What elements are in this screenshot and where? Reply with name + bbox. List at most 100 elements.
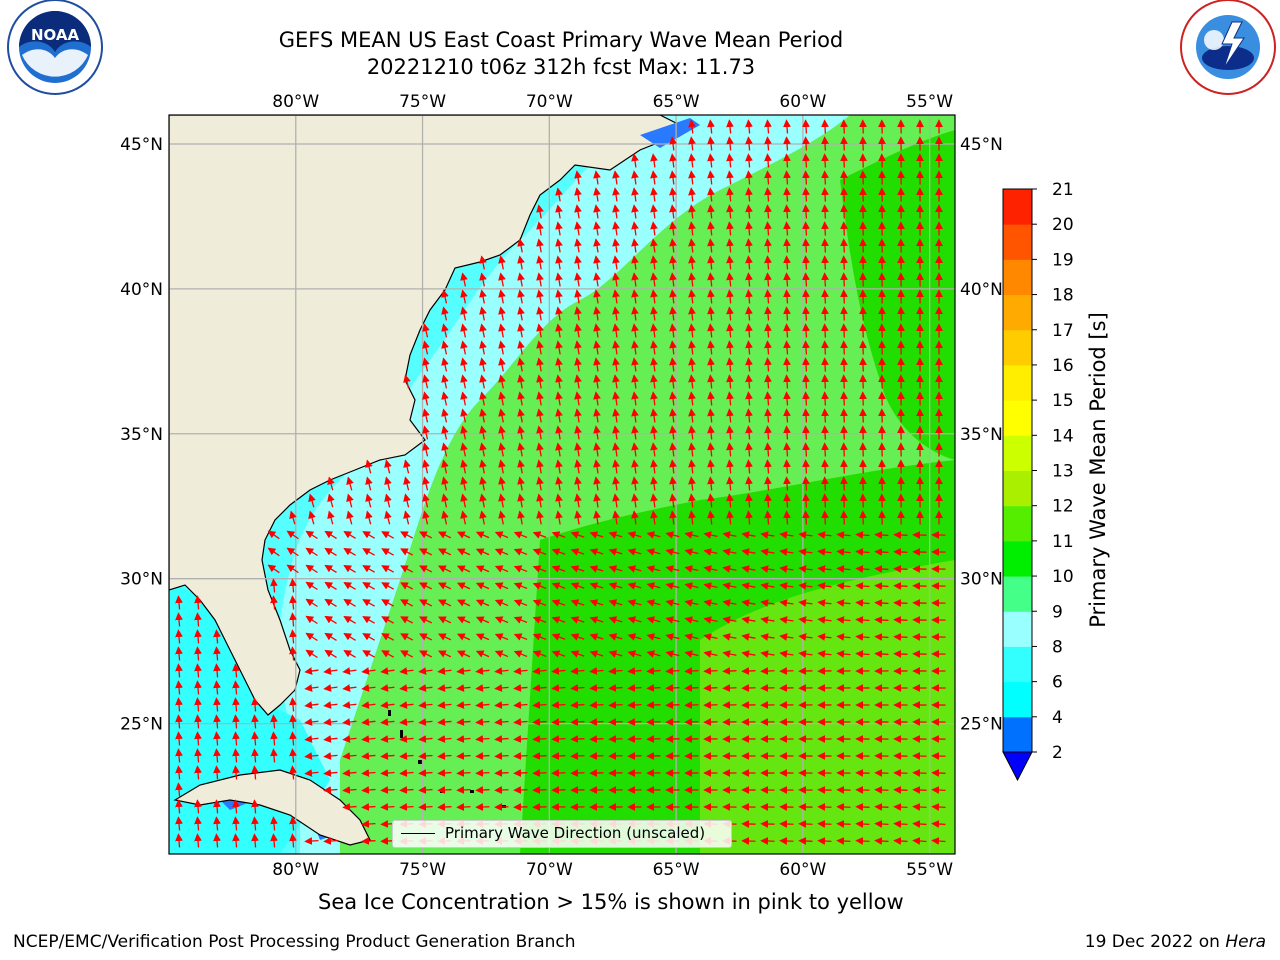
wave-arrow <box>779 616 794 624</box>
wave-arrow <box>593 170 601 185</box>
wave-arrow <box>304 752 319 760</box>
wave-arrow <box>821 493 829 508</box>
wave-arrow <box>342 769 357 777</box>
wave-arrow <box>380 667 395 675</box>
wave-arrow <box>479 510 487 525</box>
wave-arrow <box>343 616 356 624</box>
wave-arrow <box>764 323 772 338</box>
wave-arrow <box>798 599 813 607</box>
wave-arrow <box>764 459 772 474</box>
wave-arrow <box>840 187 848 202</box>
wave-arrow <box>745 170 753 185</box>
wave-arrow <box>684 684 699 692</box>
wave-arrow <box>555 425 563 440</box>
wave-arrow <box>494 735 509 743</box>
wave-arrow <box>817 616 832 624</box>
colorbar-tick-label: 17 <box>1052 321 1074 341</box>
wave-arrow <box>570 650 585 658</box>
wave-arrow <box>437 718 452 726</box>
wave-arrow <box>418 667 433 675</box>
wave-arrow <box>536 306 544 321</box>
wave-arrow <box>726 255 734 270</box>
wave-arrow <box>494 633 509 641</box>
wave-arrow <box>650 306 658 321</box>
wave-arrow <box>821 170 829 185</box>
wave-arrow <box>783 357 791 372</box>
wave-arrow <box>821 187 829 202</box>
wave-arrow <box>764 357 772 372</box>
wave-arrow <box>593 306 601 321</box>
wave-arrow <box>593 391 601 406</box>
wave-arrow <box>840 340 848 355</box>
wave-arrow <box>536 255 544 270</box>
colorbar-tick-label: 8 <box>1052 637 1063 657</box>
wave-arrow <box>494 667 509 675</box>
wave-arrow <box>324 649 337 658</box>
wave-arrow <box>513 786 528 794</box>
wave-arrow <box>437 565 452 573</box>
wave-arrow <box>532 599 547 607</box>
wave-arrow <box>494 650 509 658</box>
wave-arrow <box>361 752 376 760</box>
wave-arrow <box>346 493 354 508</box>
wave-arrow <box>498 289 506 304</box>
wave-arrow <box>631 204 639 219</box>
wave-arrow <box>456 616 471 624</box>
wave-arrow <box>343 548 356 556</box>
wave-arrow <box>627 582 642 590</box>
wave-arrow <box>745 136 753 151</box>
wave-arrow <box>574 323 582 338</box>
wave-arrow <box>612 255 620 270</box>
wave-arrow <box>475 786 490 794</box>
wave-arrow <box>722 548 737 556</box>
wave-arrow <box>574 272 582 287</box>
wave-arrow <box>631 476 639 491</box>
wave-arrow <box>270 714 278 729</box>
wave-arrow <box>251 816 259 831</box>
wave-arrow <box>631 221 639 236</box>
wave-arrow <box>741 599 756 607</box>
wave-arrow <box>703 650 718 658</box>
wave-arrow <box>289 748 297 763</box>
wave-arrow <box>859 408 867 423</box>
wave-arrow <box>589 667 604 675</box>
wave-arrow <box>304 718 319 726</box>
footer-credit: NCEP/EMC/Verification Post Processing Pr… <box>13 932 576 952</box>
wave-arrow <box>327 510 335 525</box>
legend-label: Primary Wave Direction (unscaled) <box>445 824 706 842</box>
wave-arrow <box>859 170 867 185</box>
wave-arrow <box>517 340 525 355</box>
wave-arrow <box>213 731 221 746</box>
wave-arrow <box>859 204 867 219</box>
wave-arrow <box>494 684 509 692</box>
wave-arrow <box>232 799 240 814</box>
wave-arrow <box>836 820 851 828</box>
wave-arrow <box>479 408 487 423</box>
wave-arrow <box>437 735 452 743</box>
wave-arrow <box>384 493 392 508</box>
wave-arrow <box>783 187 791 202</box>
wave-arrow <box>441 357 449 372</box>
wave-arrow <box>418 718 433 726</box>
wave-arrow <box>213 663 221 678</box>
wave-arrow <box>650 272 658 287</box>
wave-arrow <box>498 459 506 474</box>
wave-arrow <box>665 599 680 607</box>
wave-arrow <box>289 510 297 525</box>
wave-arrow <box>574 391 582 406</box>
wave-arrow <box>840 510 848 525</box>
wave-arrow <box>893 633 908 641</box>
wave-arrow <box>589 718 604 726</box>
wave-arrow <box>422 391 430 406</box>
wave-arrow <box>570 701 585 709</box>
wave-arrow <box>418 684 433 692</box>
wave-arrow <box>893 548 908 556</box>
wave-arrow <box>612 323 620 338</box>
wave-arrow <box>859 323 867 338</box>
wave-arrow <box>475 769 490 777</box>
wave-arrow <box>475 599 490 607</box>
wave-arrow <box>175 697 183 712</box>
wave-arrow <box>608 548 623 556</box>
wave-arrow <box>627 650 642 658</box>
